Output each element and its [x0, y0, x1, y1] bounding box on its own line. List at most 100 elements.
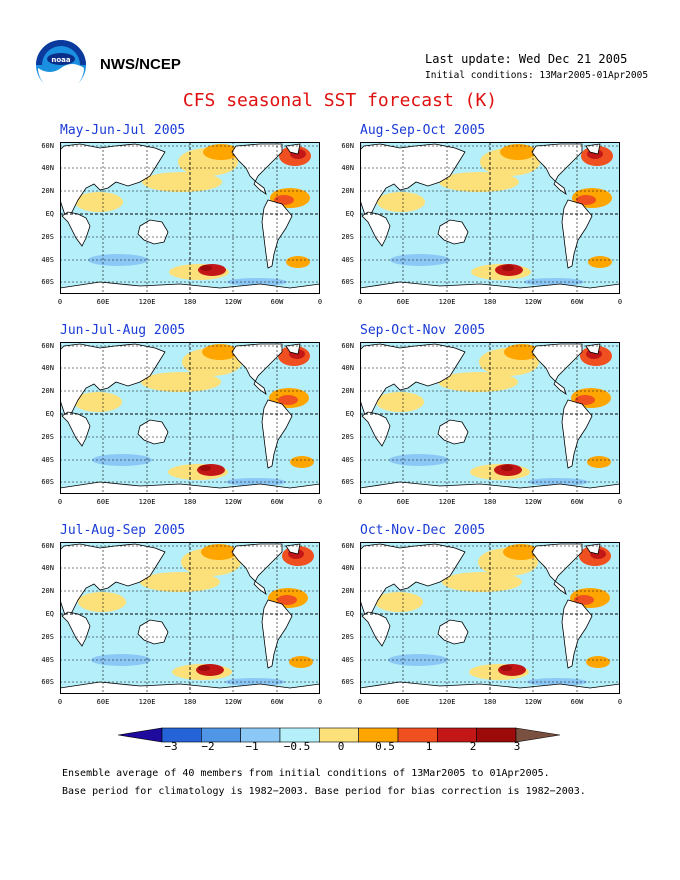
lat-label: 40S [41, 656, 54, 664]
reference-lines [360, 142, 620, 294]
footer-line-1: Ensemble average of 40 members from init… [62, 768, 550, 779]
lon-label: 0 [357, 698, 363, 706]
colorbar-tick-label: −1 [245, 740, 259, 753]
lon-label: 180 [183, 498, 197, 506]
colorbar-tick-label: −2 [201, 740, 215, 753]
sst-anomaly-patch [587, 456, 611, 468]
panel-title: Jun-Jul-Aug 2005 [60, 323, 186, 338]
lon-label: 120E [138, 498, 156, 506]
lon-label: 0 [57, 698, 63, 706]
sst-anomaly-patch [198, 665, 210, 671]
sst-anomaly-patch [575, 395, 595, 405]
panel-title: May-Jun-Jul 2005 [60, 123, 186, 138]
org-label: NWS/NCEP [100, 56, 181, 73]
lon-label: 0 [317, 698, 323, 706]
lon-label: 0 [617, 698, 623, 706]
sst-anomaly-patch [290, 456, 314, 468]
lat-label: 20S [341, 633, 354, 641]
lat-label: 40N [41, 364, 54, 372]
page-title: CFS seasonal SST forecast (K) [182, 90, 498, 111]
panel-title: Sep-Oct-Nov 2005 [360, 323, 486, 338]
lat-label: 60S [341, 478, 354, 486]
lat-label: 60N [41, 142, 54, 150]
lon-label: 60W [270, 298, 284, 306]
svg-text:noaa: noaa [51, 56, 71, 64]
sst-anomaly-patch [289, 656, 313, 668]
sst-map-panel [360, 342, 620, 494]
panel-title: Oct-Nov-Dec 2005 [360, 523, 486, 538]
lon-label: 60W [570, 498, 584, 506]
sst-map-panel [60, 342, 320, 494]
lon-label: 120E [438, 698, 456, 706]
lon-label: 0 [357, 298, 363, 306]
sst-anomaly-patch [442, 572, 522, 592]
lat-label: 20N [41, 587, 54, 595]
sst-anomaly-patch [286, 256, 310, 268]
lat-label: 60N [341, 342, 354, 350]
sst-anomaly-patch [586, 656, 610, 668]
lat-label: 40N [41, 564, 54, 572]
lat-label: 40S [41, 456, 54, 464]
lat-label: 40S [341, 256, 354, 264]
lat-label: 60N [41, 342, 54, 350]
sst-map-panel [360, 542, 620, 694]
colorbar-tick-label: 3 [513, 740, 521, 753]
lat-label: 20S [41, 433, 54, 441]
sst-anomaly-patch [576, 195, 596, 205]
sst-anomaly-patch [504, 344, 540, 360]
panel-title: Aug-Sep-Oct 2005 [360, 123, 486, 138]
sst-anomaly-patch [277, 595, 297, 605]
lat-label: 20S [41, 233, 54, 241]
lon-label: 180 [183, 298, 197, 306]
reference-lines [60, 142, 320, 294]
colorbar-tick-label: 2 [469, 740, 477, 753]
reference-lines [60, 342, 320, 494]
sst-anomaly-patch [377, 192, 425, 212]
lon-label: 180 [483, 498, 497, 506]
lat-label: 60S [41, 278, 54, 286]
lon-label: 120W [524, 298, 542, 306]
lat-label: EQ [345, 210, 354, 218]
sst-anomaly-patch [500, 144, 536, 160]
lon-label: 0 [617, 498, 623, 506]
lat-label: 40S [341, 656, 354, 664]
lat-label: EQ [45, 410, 54, 418]
sst-anomaly-patch [202, 344, 238, 360]
continents [60, 143, 320, 294]
sst-anomaly-patch [501, 465, 513, 471]
colorbar-cell [515, 727, 560, 743]
gridlines [360, 342, 620, 494]
continents [360, 543, 620, 694]
colorbar-tick-label: 0.5 [375, 740, 395, 753]
colorbar-tick-label: −0.5 [283, 740, 311, 753]
lon-label: 180 [483, 298, 497, 306]
lon-label: 60E [396, 698, 410, 706]
sst-anomaly-patch [74, 392, 122, 412]
lat-label: 40N [341, 564, 354, 572]
lon-label: 60E [96, 498, 110, 506]
initial-conditions-text: Initial conditions: 13Mar2005-01Apr2005 [425, 70, 649, 81]
panel-title: Jul-Aug-Sep 2005 [60, 523, 186, 538]
lon-label: 60W [570, 298, 584, 306]
sst-anomaly-patch [78, 592, 126, 612]
colorbar-tick-label: 0 [337, 740, 345, 753]
lat-label: 40N [341, 164, 354, 172]
sst-anomaly-patch [199, 465, 211, 471]
lat-label: 20N [41, 387, 54, 395]
sst-anomaly-patch [502, 265, 514, 271]
lon-label: 0 [57, 298, 63, 306]
lat-label: 40N [341, 364, 354, 372]
sst-anomaly-patch [203, 144, 239, 160]
lat-label: EQ [45, 610, 54, 618]
sst-anomaly-patch [389, 454, 449, 466]
lat-label: 40S [41, 256, 54, 264]
lon-label: 120E [138, 698, 156, 706]
noaa-logo: noaa [35, 39, 87, 91]
sst-anomaly-patch [201, 544, 237, 560]
sst-map-panel [360, 142, 620, 294]
lat-label: EQ [345, 610, 354, 618]
sst-anomaly-patch [142, 172, 222, 192]
footer-line-2: Base period for climatology is 1982−2003… [62, 786, 586, 797]
sst-map-panel [60, 142, 320, 294]
lat-label: 20N [341, 587, 354, 595]
